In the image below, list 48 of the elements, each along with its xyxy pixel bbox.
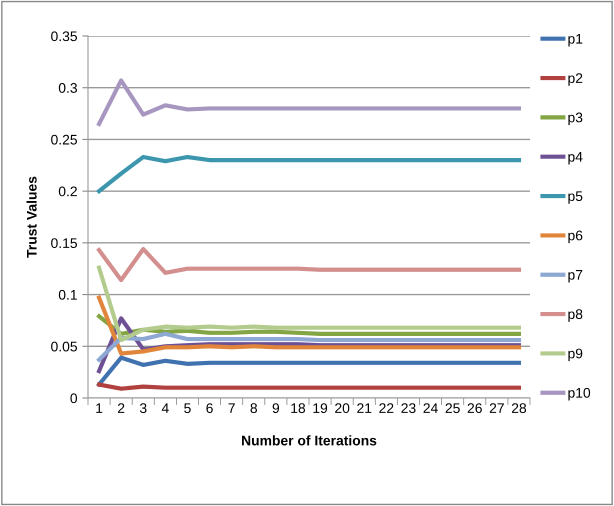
legend-label: p9 xyxy=(568,348,582,362)
x-tick-label: 23 xyxy=(401,403,416,414)
x-tick-label: 3 xyxy=(140,403,146,414)
legend-label: p6 xyxy=(568,230,582,244)
x-tick-label: 27 xyxy=(490,403,504,413)
x-axis-title: Number of Iterations xyxy=(242,435,376,446)
line-series xyxy=(96,332,522,362)
legend-label: p2 xyxy=(568,73,582,86)
y-tick-label: 0.15 xyxy=(51,238,78,248)
x-tick-label: 1 xyxy=(96,403,102,413)
legend-label: p5 xyxy=(568,191,582,204)
y-tick-label: 0.25 xyxy=(51,134,78,145)
y-tick-label: 0.05 xyxy=(51,342,78,352)
x-tick-label: 20 xyxy=(335,403,350,414)
line-series xyxy=(96,154,522,194)
x-tick-label: 7 xyxy=(228,403,235,413)
x-tick-label: 26 xyxy=(468,403,482,414)
legend-label: p8 xyxy=(568,309,582,322)
line-series xyxy=(96,296,522,356)
legend-label: p3 xyxy=(568,112,582,126)
x-tick-label: 19 xyxy=(313,403,328,414)
line-series xyxy=(96,314,522,336)
line-series xyxy=(96,246,522,282)
legend-label: p10 xyxy=(568,388,590,400)
x-tick-label: 5 xyxy=(184,403,191,414)
y-tick-label: 0.35 xyxy=(51,31,78,42)
line-series xyxy=(96,266,522,342)
x-tick-label: 2 xyxy=(118,403,124,413)
legend-label: p1 xyxy=(568,34,582,46)
x-tick-label: 25 xyxy=(446,403,460,414)
x-tick-label: 24 xyxy=(424,403,438,413)
x-tick-label: 22 xyxy=(379,403,394,413)
y-tick-label: 0.2 xyxy=(58,186,77,196)
y-axis-title: Trust Values xyxy=(26,176,37,258)
y-tick-label: 0 xyxy=(70,393,78,404)
x-tick-label: 28 xyxy=(512,403,526,414)
y-tick-label: 0.1 xyxy=(58,290,77,300)
line-series xyxy=(96,78,522,126)
x-tick-label: 21 xyxy=(357,403,372,413)
x-tick-label: 8 xyxy=(250,403,258,414)
x-tick-label: 4 xyxy=(162,403,169,413)
legend-label: p4 xyxy=(568,152,583,164)
y-tick-label: 0.3 xyxy=(58,83,77,93)
x-tick-label: 9 xyxy=(272,403,280,414)
x-tick-label: 18 xyxy=(291,403,306,414)
x-tick-label: 6 xyxy=(206,403,213,414)
line-series xyxy=(96,356,522,387)
legend-label: p7 xyxy=(568,270,582,282)
